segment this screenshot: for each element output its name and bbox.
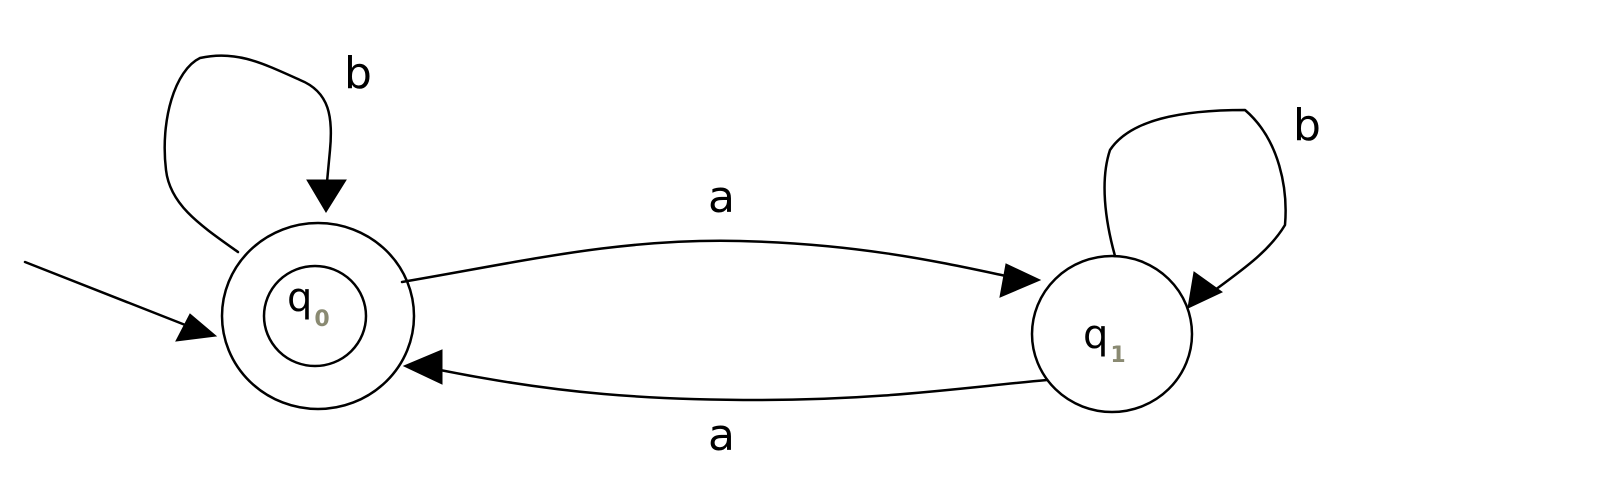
transition-q0-q1-label: a bbox=[708, 172, 735, 223]
state-q1-ring bbox=[1030, 254, 1194, 414]
state-q0-outer-ring bbox=[220, 221, 416, 411]
transition-q1-q0: a bbox=[402, 349, 1049, 461]
transition-q0-q1: a bbox=[400, 172, 1042, 298]
transition-q0-q0: b bbox=[163, 48, 372, 254]
state-q1-label: q1 bbox=[1083, 312, 1126, 368]
state-q0-subscript: 0 bbox=[314, 307, 329, 332]
start-arrow bbox=[23, 260, 218, 342]
state-q0[interactable]: q0 bbox=[220, 221, 416, 411]
state-q1[interactable]: q1 bbox=[1030, 254, 1194, 414]
transition-q0-q0-label: b bbox=[344, 48, 372, 99]
transition-q1-q0-label: a bbox=[708, 410, 735, 461]
transition-q1-q1: b bbox=[1103, 100, 1321, 309]
transition-q1-q1-label: b bbox=[1293, 100, 1321, 151]
state-q0-label: q0 bbox=[287, 275, 330, 332]
state-q0-inner-ring bbox=[262, 264, 368, 368]
state-q1-subscript: 1 bbox=[1110, 343, 1125, 368]
